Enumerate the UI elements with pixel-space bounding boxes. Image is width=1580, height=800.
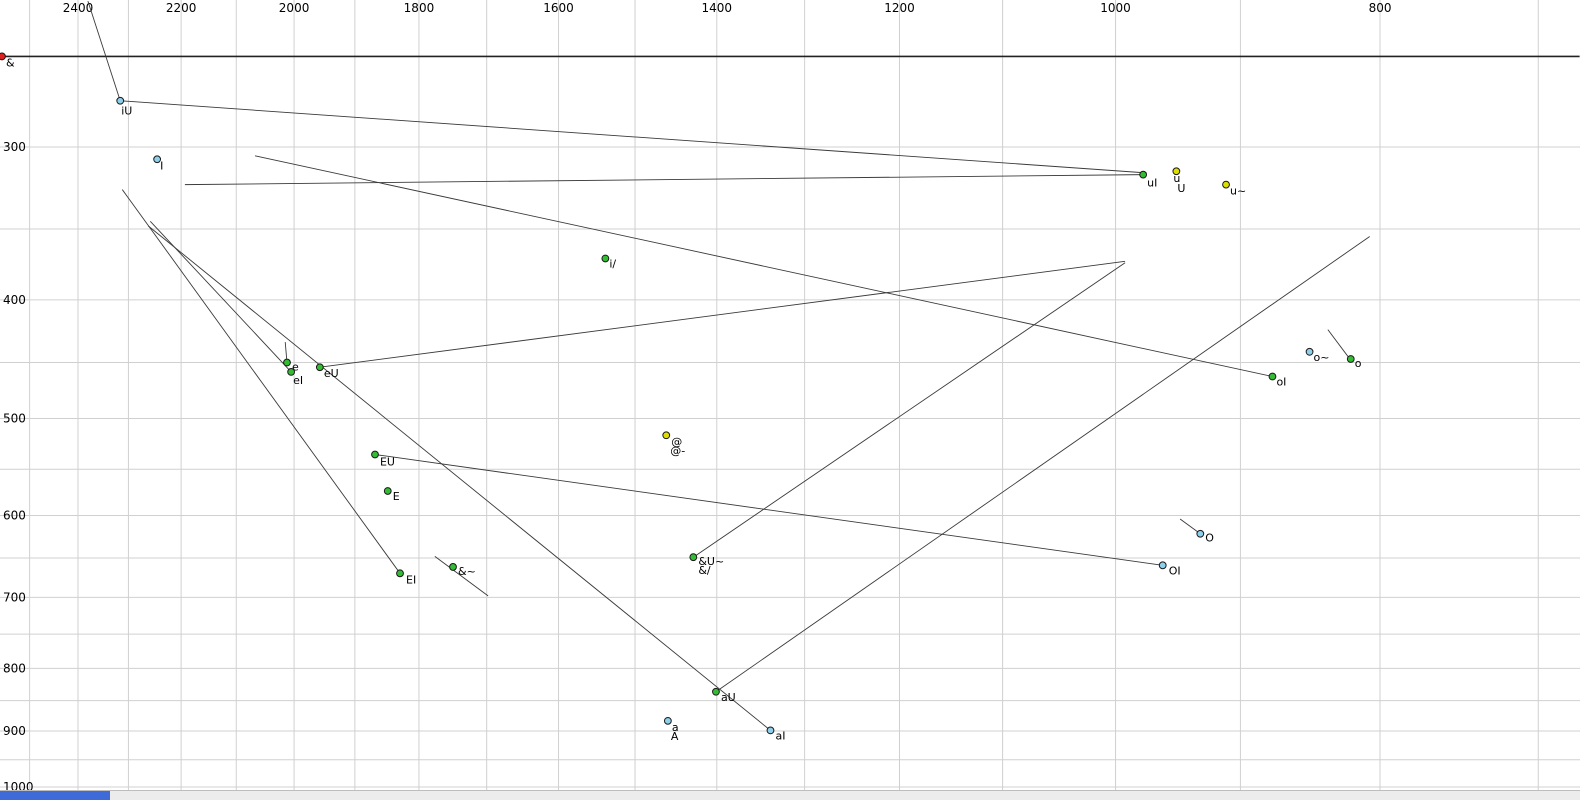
y-tick-label-300: 300 [3, 140, 26, 154]
point-o~[interactable] [1305, 347, 1314, 356]
point-aI[interactable] [766, 726, 775, 735]
trajectory-line-14 [434, 556, 489, 597]
point-label-a: a [672, 721, 679, 734]
x-tick-label-800: 800 [1369, 1, 1392, 15]
point-uI[interactable] [1139, 170, 1148, 179]
x-tick-label-1000: 1000 [1100, 1, 1131, 15]
point-label-aU: aU [721, 691, 736, 704]
trajectory-line-1 [120, 100, 1147, 174]
x-tick-label-1600: 1600 [543, 1, 574, 15]
y-tick-label-600: 600 [3, 508, 26, 522]
point-label-@: @ [671, 435, 682, 448]
point-label-OI: OI [1169, 564, 1181, 577]
trajectory-line-7 [147, 225, 771, 731]
point-label-u: U [1177, 182, 1185, 195]
point-label-u~: u~ [1230, 185, 1246, 198]
point-label-eI: eI [293, 374, 303, 387]
x-tick-label-1200: 1200 [884, 1, 915, 15]
point-label-&U~: &U~ [698, 555, 724, 568]
point-&U~[interactable] [689, 553, 698, 562]
point-e[interactable] [283, 358, 291, 367]
point-EU[interactable] [371, 450, 379, 459]
point-I[interactable] [153, 155, 162, 164]
point-u[interactable] [1172, 167, 1181, 176]
y-tick-label-1000: 1000 [3, 780, 34, 790]
point-label-iU: iU [121, 105, 132, 118]
point-o[interactable] [1346, 355, 1355, 363]
point-&[interactable] [0, 52, 6, 61]
point-label-o~: o~ [1314, 351, 1330, 364]
x-tick-label-2400: 2400 [63, 1, 94, 15]
point-E[interactable] [383, 487, 392, 495]
point-label-oI: oI [1276, 376, 1286, 389]
point-label-eU: eU [324, 367, 339, 380]
y-tick-label-700: 700 [3, 590, 26, 604]
point-i/[interactable] [601, 254, 610, 263]
point-&~[interactable] [449, 563, 457, 571]
point-O[interactable] [1196, 529, 1205, 538]
point-label-&: & [6, 56, 15, 69]
point-OI[interactable] [1158, 561, 1167, 570]
point-label-u: u [1173, 172, 1180, 185]
point-label-o: o [1355, 357, 1362, 370]
horizontal-scrollbar[interactable] [0, 790, 1580, 800]
point-label-a: A [671, 730, 679, 743]
point-label-&~: &~ [458, 565, 476, 578]
point-EI[interactable] [396, 569, 404, 578]
point-label-EI: EI [406, 573, 416, 586]
y-tick-label-800: 800 [3, 661, 26, 675]
trajectory-line-0 [87, 0, 121, 101]
trajectory-line-8 [254, 155, 1273, 377]
trajectory-line-12 [1327, 329, 1352, 361]
trajectory-line-10 [693, 262, 1126, 558]
point-label-@: @- [670, 444, 685, 457]
y-tick-label-400: 400 [3, 293, 26, 307]
point-u~[interactable] [1222, 180, 1230, 189]
x-tick-label-2200: 2200 [166, 1, 197, 15]
trajectory-line-2 [184, 174, 1144, 186]
point-label-uI: uI [1147, 177, 1157, 190]
point-a[interactable] [663, 716, 672, 725]
trajectory-line-11 [715, 236, 1370, 693]
point-eU[interactable] [315, 363, 324, 372]
point-label-&U~: &/ [698, 564, 711, 577]
x-tick-label-1400: 1400 [702, 1, 733, 15]
point-@[interactable] [662, 431, 671, 440]
point-label-E: E [393, 490, 400, 503]
trajectory-line-6 [121, 189, 401, 574]
trajectory-line-4 [149, 220, 292, 373]
point-label-e: e [292, 361, 299, 374]
y-tick-label-500: 500 [3, 412, 26, 426]
y-tick-label-900: 900 [3, 724, 26, 738]
scrollbar-thumb[interactable] [0, 791, 110, 800]
trajectory-line-13 [1179, 518, 1201, 535]
point-eI[interactable] [287, 368, 296, 376]
trajectory-line-5 [319, 260, 1126, 368]
point-label-O: O [1205, 532, 1214, 545]
point-label-aI: aI [775, 729, 785, 742]
point-label-i/: i/ [609, 257, 616, 270]
x-tick-label-1800: 1800 [404, 1, 435, 15]
point-oI[interactable] [1268, 372, 1277, 381]
point-iU[interactable] [116, 96, 125, 105]
x-tick-label-2000: 2000 [279, 1, 310, 15]
point-label-EU: EU [380, 456, 395, 469]
trajectory-line-9 [374, 454, 1163, 566]
point-label-I: I [160, 159, 163, 172]
point-aU[interactable] [712, 687, 720, 696]
